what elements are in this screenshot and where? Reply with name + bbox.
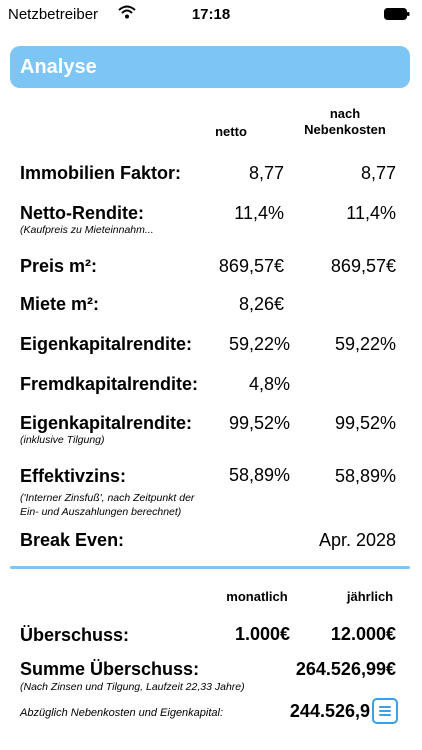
- clock: 17:18: [191, 6, 231, 23]
- ekr-label: Eigenkapitalrendite:: [20, 334, 193, 354]
- menu-icon: [379, 706, 391, 708]
- ueberschuss-monthly: 1.000€: [234, 624, 290, 644]
- menu-button[interactable]: [372, 698, 398, 724]
- effektiv-netto: 58,89%: [228, 465, 290, 485]
- status-bar: Netzbetreiber 17:18: [0, 0, 422, 30]
- abzueglich-value: 244.526,9: [289, 701, 370, 721]
- section-divider: [10, 566, 410, 569]
- effektiv-nach: 58,89%: [334, 466, 396, 486]
- column-header-netto: netto: [215, 124, 247, 139]
- rendite-sub: (Kaufpreis zu Mieteinnahm...: [20, 224, 154, 236]
- battery-icon: [384, 8, 410, 20]
- ueberschuss-yearly: 12.000€: [330, 624, 396, 644]
- miete-netto: 8,26€: [238, 294, 284, 314]
- abzueglich-label: Abzüglich Nebenkosten und Eigenkapital:: [20, 707, 224, 719]
- column-header-nach: nach: [329, 106, 361, 121]
- column-header-monatlich: monatlich: [226, 589, 288, 604]
- preis-label: Preis m²:: [20, 256, 98, 276]
- ekr2-sub: (inklusive Tilgung): [20, 434, 105, 446]
- column-header-nebenkosten: Nebenkosten: [304, 122, 386, 137]
- ueberschuss-label: Überschuss:: [20, 625, 130, 645]
- effektiv-sub-1: ('Interner Zinsfuß', nach Zeitpunkt der: [20, 492, 195, 504]
- effektiv-sub-2: Ein- und Auszahlungen berechnet): [20, 506, 182, 518]
- miete-label: Miete m²:: [20, 294, 100, 314]
- faktor-nach: 8,77: [360, 163, 396, 183]
- ekr2-netto: 99,52%: [228, 413, 290, 433]
- rendite-netto: 11,4%: [234, 203, 284, 223]
- breakeven-value: Apr. 2028: [318, 530, 396, 550]
- effektiv-label: Effektivzins:: [20, 466, 127, 486]
- carrier-name: Netzbetreiber: [8, 6, 99, 23]
- breakeven-label: Break Even:: [20, 530, 125, 550]
- faktor-label: Immobilien Faktor:: [20, 163, 182, 183]
- summe-value: 264.526,99€: [295, 659, 396, 679]
- preis-netto: 869,57€: [218, 256, 284, 276]
- summe-label: Summe Überschuss:: [20, 659, 200, 679]
- summe-sub: (Nach Zinsen und Tilgung, Laufzeit 22,33…: [20, 681, 245, 693]
- preis-nach: 869,57€: [330, 256, 396, 276]
- ekr-netto: 59,22%: [228, 334, 290, 354]
- page-title: Analyse: [10, 46, 410, 88]
- fkr-label: Fremdkapitalrendite:: [20, 374, 199, 394]
- ekr2-nach: 99,52%: [334, 413, 396, 433]
- wifi-icon: [118, 5, 136, 19]
- rendite-nach: 11,4%: [346, 203, 396, 223]
- column-header-jaehrlich: jährlich: [346, 589, 394, 604]
- rendite-label: Netto-Rendite:: [20, 203, 144, 223]
- ekr-nach: 59,22%: [334, 334, 396, 354]
- fkr-netto: 4,8%: [248, 374, 290, 394]
- ekr2-label: Eigenkapitalrendite:: [20, 413, 193, 433]
- faktor-netto: 8,77: [248, 163, 284, 183]
